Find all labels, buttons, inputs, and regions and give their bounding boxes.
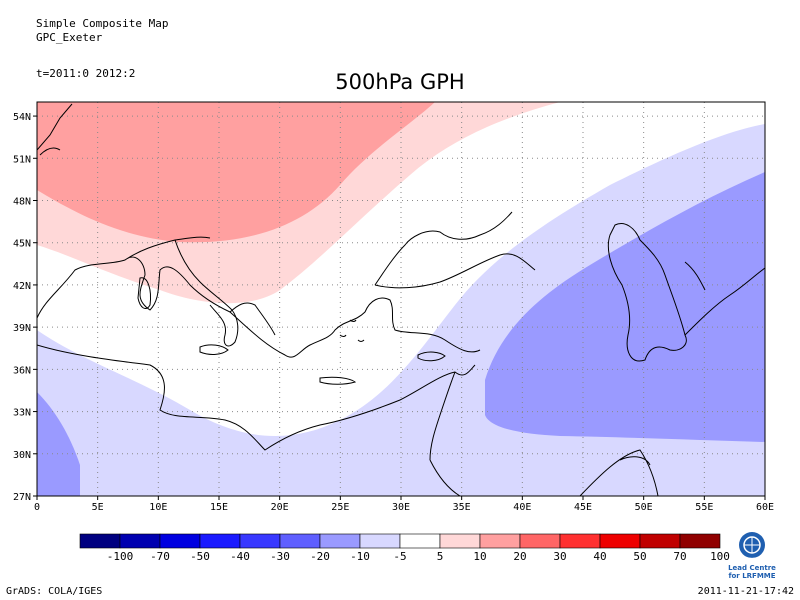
colorbar-label: 20: [513, 550, 526, 563]
lon-label: 0: [34, 502, 40, 513]
wmo-logo: Lead Centre for LRFMME: [728, 530, 776, 580]
colorbar-label: -30: [270, 550, 290, 563]
colorbar: -100 -70 -50 -40 -30 -20 -10 -5 5 10 20 30 40 50 70 100: [79, 533, 730, 563]
lon-label: 20E: [271, 502, 289, 513]
lon-label: 60E: [756, 502, 774, 513]
colorbar-label: -5: [393, 550, 406, 563]
aegean-islands: [339, 319, 365, 342]
cyprus-island: [417, 351, 446, 362]
colorbar-swatch: [119, 533, 161, 549]
colorbar-swatch: [639, 533, 681, 549]
coastlines: [37, 103, 765, 496]
lon-label: 35E: [453, 502, 471, 513]
lat-label: 42N: [13, 281, 31, 292]
arabia-coast: [579, 449, 659, 496]
colorbar-label: -70: [150, 550, 170, 563]
colorbar-swatch: [319, 533, 361, 549]
colorbar-label: 40: [593, 550, 606, 563]
colorbar-swatch: [599, 533, 641, 549]
colorbar-swatch: [79, 533, 121, 549]
caspian-sea-coast: [607, 223, 687, 362]
anomaly-band-minus10-west: [37, 392, 80, 496]
lon-label: 25E: [331, 502, 349, 513]
colorbar-swatch: [279, 533, 321, 549]
footer-timestamp: 2011-11-21-17:42: [697, 586, 794, 597]
italy-coast: [174, 239, 239, 347]
lat-label: 36N: [13, 365, 31, 376]
lat-label: 27N: [13, 492, 31, 503]
colorbar-label: 30: [553, 550, 566, 563]
lat-label: 51N: [13, 154, 31, 165]
iran-coast: [684, 261, 765, 336]
colorbar-swatch: [439, 533, 481, 549]
colorbar-swatch: [559, 533, 601, 549]
lat-label: 54N: [13, 112, 31, 123]
colorbar-swatch: [679, 533, 721, 549]
logo-line2: for LRFMME: [728, 572, 776, 580]
latitude-labels: 27N 30N 33N 36N 39N 42N 45N 48N 51N 54N: [13, 112, 37, 503]
map-title: 500hPa GPH: [335, 70, 465, 94]
colorbar-label: -20: [310, 550, 330, 563]
colorbar-label: 5: [437, 550, 444, 563]
map-header-name: Simple Composite Map: [36, 17, 169, 30]
map-header-source: GPC_Exeter: [36, 31, 103, 44]
colorbar-swatch: [519, 533, 561, 549]
logo-line1: Lead Centre: [728, 564, 776, 572]
colorbar-swatch: [199, 533, 241, 549]
lat-label: 45N: [13, 239, 31, 250]
lat-label: 30N: [13, 450, 31, 461]
anomaly-field: [37, 102, 765, 496]
black-sea-coast: [374, 211, 536, 289]
lon-label: 40E: [513, 502, 531, 513]
lon-label: 55E: [695, 502, 713, 513]
north-africa-coast: [37, 344, 476, 451]
time-range-label: t=2011:0 2012:2: [36, 67, 136, 80]
levant-coast: [429, 371, 461, 496]
colorbar-label: 10: [473, 550, 486, 563]
longitude-labels: 0 5E 10E 15E 20E 25E 30E 35E 40E 45E 50E 55E 60E: [34, 496, 774, 513]
colorbar-swatch: [479, 533, 521, 549]
colorbar-label: -10: [350, 550, 370, 563]
lon-label: 5E: [92, 502, 104, 513]
colorbar-label: 100: [710, 550, 730, 563]
crete-island: [319, 376, 357, 385]
lon-label: 50E: [635, 502, 653, 513]
colorbar-swatch: [399, 533, 441, 549]
lat-label: 39N: [13, 323, 31, 334]
lon-label: 15E: [210, 502, 228, 513]
colorbar-label: 70: [673, 550, 686, 563]
anomaly-band-minus10: [485, 172, 765, 442]
lat-label: 48N: [13, 197, 31, 208]
sicily-island: [199, 344, 229, 355]
wmo-emblem-icon: [739, 532, 765, 560]
balkans-coast: [229, 297, 481, 358]
lon-label: 30E: [392, 502, 410, 513]
europe-north-coast: [37, 103, 73, 156]
colorbar-swatch: [159, 533, 201, 549]
colorbar-label: -50: [190, 550, 210, 563]
colorbar-label: -100: [107, 550, 134, 563]
sardinia-island: [137, 277, 151, 309]
lat-label: 33N: [13, 408, 31, 419]
colorbar-swatch: [359, 533, 401, 549]
lon-label: 45E: [574, 502, 592, 513]
colorbar-label: -40: [230, 550, 250, 563]
lon-label: 10E: [149, 502, 167, 513]
colorbar-label: 50: [633, 550, 646, 563]
colorbar-swatch: [239, 533, 281, 549]
footer-software-credit: GrADS: COLA/IGES: [6, 586, 103, 597]
lat-lon-grid: [37, 102, 765, 496]
anomaly-band-plus10: [37, 102, 435, 243]
